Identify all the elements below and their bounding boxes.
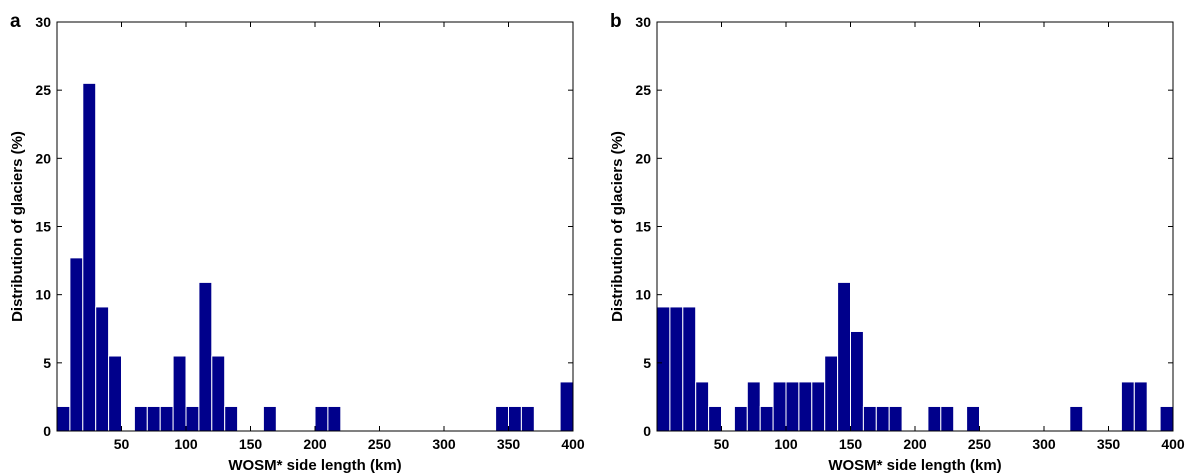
bar [495,405,510,432]
bar [198,281,213,432]
bar [262,405,277,432]
y-tick-label: 10 [635,287,651,303]
bar [108,355,122,432]
y-tick-label: 30 [635,14,651,30]
bar [520,405,535,432]
x-tick-label: 250 [968,436,992,452]
y-axis-label: Distribution of glaciers (%) [9,131,26,322]
plot-frame [56,21,574,432]
bar [559,381,574,432]
y-tick-label: 15 [635,219,651,235]
y-tick-label: 30 [35,14,51,30]
bar [211,355,226,432]
y-tick-label: 10 [35,287,51,303]
panel-letter: a [10,11,21,32]
bars [656,281,1174,432]
bar [159,405,174,432]
x-tick-label: 400 [1161,436,1185,452]
bar [824,355,839,432]
y-tick-label: 25 [35,82,51,98]
x-tick-label: 350 [497,436,521,452]
bar [669,306,684,432]
plot-frame [656,21,1174,432]
bar [966,405,981,432]
x-tick-label: 300 [1032,436,1056,452]
x-axis-label: WOSM* side length (km) [228,457,401,474]
x-tick-label: 150 [239,436,263,452]
x-tick-label: 150 [839,436,863,452]
y-tick-label: 0 [643,423,651,439]
bar [695,381,710,432]
bar [862,405,877,432]
bar [133,405,148,432]
bar [327,405,342,432]
bar [927,405,942,432]
histogram-b: 0 5 10 15 20 25 30 50 100 150 200 250 300 350 400 WOSM*… [609,11,1185,474]
y-tick-label: 5 [643,355,651,371]
bar [1120,381,1135,432]
bar [733,405,748,432]
bar [759,405,774,432]
x-tick-label: 200 [303,436,327,452]
chart-panel-b: 0 5 10 15 20 25 30 50 100 150 200 250 300 350 400 WOSM*… [600,0,1200,475]
y-tick-label: 25 [635,82,651,98]
x-tick-label: 50 [114,436,130,452]
bar [837,281,852,432]
bar [746,381,761,432]
y-tick-label: 20 [635,150,651,166]
bar [682,306,697,432]
bar [185,405,200,432]
bar [82,82,97,432]
bar [508,405,522,432]
y-axis-label: Distribution of glaciers (%) [609,131,626,322]
bar [1133,381,1148,432]
x-tick-label: 250 [368,436,392,452]
x-tick-label: 100 [774,436,798,452]
y-tick-label: 5 [43,355,51,371]
bar [888,405,903,432]
x-tick-label: 400 [561,436,585,452]
bar [850,330,864,432]
x-tick-label: 100 [174,436,198,452]
y-tick-label: 15 [35,219,51,235]
y-tick-label: 20 [35,150,51,166]
chart-panel-a: 0 5 10 15 20 25 30 50 100 150 200 250 300 350 400 WOSM*… [9,11,585,474]
bar [146,405,161,432]
bar [811,381,826,432]
bar [224,405,239,432]
bar [656,306,671,432]
bar [314,405,329,432]
bar [785,381,800,432]
x-tick-label: 350 [1097,436,1121,452]
bar [69,257,84,432]
y-tick-label: 0 [43,423,51,439]
x-tick-label: 50 [714,436,730,452]
x-tick-label: 300 [432,436,456,452]
histogram-a: 0 5 10 15 20 25 30 50 100 150 200 250 300 350 400 WOSM*… [9,11,585,474]
bar [875,405,890,432]
x-tick-label: 200 [903,436,927,452]
bar [940,405,955,432]
bar [708,405,722,432]
bar [1069,405,1084,432]
bar [1159,405,1174,432]
bar [172,355,187,432]
bar [772,381,787,432]
panel-letter: b [610,11,622,32]
bar [56,405,71,432]
x-axis-label: WOSM* side length (km) [828,457,1001,474]
bar [798,381,813,432]
bar [95,306,110,432]
bars [56,82,574,432]
